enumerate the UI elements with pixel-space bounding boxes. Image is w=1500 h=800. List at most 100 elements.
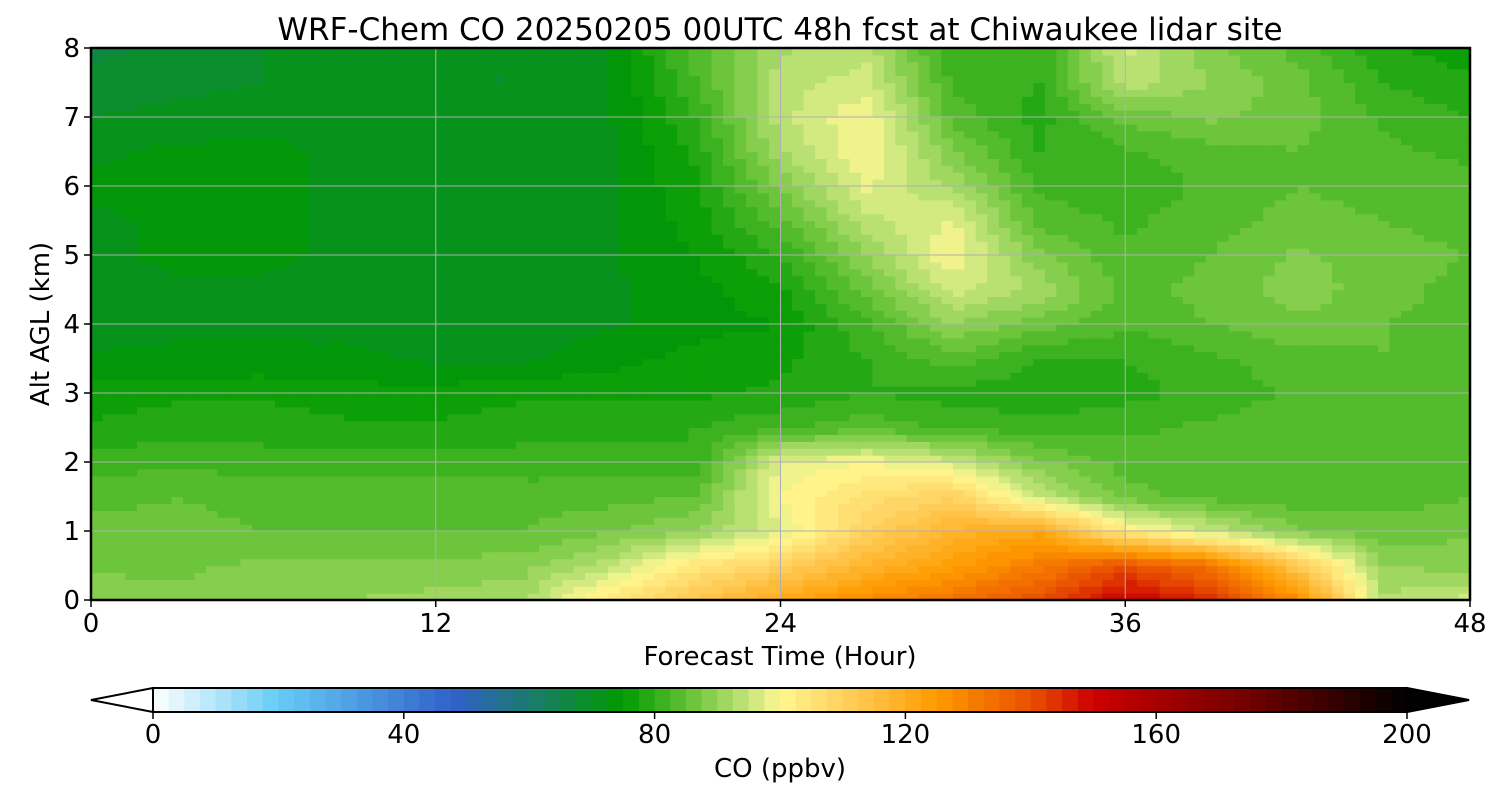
- co-cell: [711, 330, 724, 339]
- co-cell: [654, 537, 667, 546]
- co-cell: [205, 379, 219, 387]
- co-cell: [125, 537, 138, 546]
- co-cell: [125, 393, 138, 401]
- co-cell: [332, 130, 345, 139]
- co-cell: [734, 234, 747, 242]
- co-cell: [343, 82, 356, 90]
- co-cell: [711, 468, 724, 477]
- co-cell: [309, 282, 322, 291]
- co-cell: [297, 296, 310, 304]
- co-cell: [631, 103, 644, 111]
- co-cell: [527, 427, 540, 435]
- co-cell: [665, 420, 678, 429]
- co-cell: [148, 89, 161, 97]
- co-cell: [263, 61, 276, 70]
- co-cell: [447, 137, 460, 146]
- co-cell: [470, 441, 483, 449]
- co-cell: [320, 48, 333, 56]
- co-cell: [171, 468, 184, 477]
- co-cell: [217, 462, 230, 470]
- co-cell: [481, 427, 494, 435]
- co-cell: [435, 296, 448, 304]
- co-cell: [332, 89, 345, 97]
- co-cell: [251, 330, 264, 339]
- co-cell: [389, 434, 402, 442]
- co-cell: [91, 234, 104, 242]
- co-cell: [757, 586, 770, 594]
- co-cell: [136, 427, 150, 435]
- co-cell: [734, 351, 747, 360]
- co-cell: [217, 434, 230, 442]
- co-cell: [240, 537, 253, 546]
- co-cell: [573, 544, 586, 553]
- co-cell: [447, 75, 460, 84]
- co-cell: [573, 158, 586, 166]
- co-cell: [458, 317, 471, 325]
- co-cell: [516, 137, 529, 146]
- co-cell: [389, 482, 402, 491]
- co-cell: [504, 448, 517, 456]
- co-cell: [700, 241, 713, 249]
- co-cell: [332, 482, 345, 491]
- co-cell: [309, 510, 322, 518]
- co-cell: [608, 144, 621, 153]
- co-cell: [631, 462, 644, 470]
- co-cell: [562, 310, 575, 318]
- co-cell: [159, 482, 173, 491]
- co-cell: [746, 544, 759, 553]
- co-cell: [91, 558, 104, 567]
- co-cell: [240, 420, 253, 429]
- co-cell: [171, 165, 184, 173]
- co-cell: [113, 234, 127, 242]
- co-cell: [642, 324, 655, 332]
- co-cell: [401, 537, 414, 546]
- co-cell: [734, 330, 747, 339]
- co-cell: [596, 220, 609, 228]
- co-cell: [539, 489, 552, 498]
- co-cell: [481, 186, 494, 194]
- co-cell: [194, 358, 207, 366]
- co-cell: [527, 172, 540, 180]
- co-cell: [366, 565, 379, 573]
- co-cell: [711, 255, 724, 263]
- co-cell: [309, 427, 322, 435]
- co-cell: [332, 75, 345, 84]
- co-cell: [757, 96, 770, 104]
- co-cell: [757, 399, 770, 408]
- co-cell: [297, 117, 310, 125]
- co-cell: [504, 565, 517, 573]
- co-cell: [746, 192, 759, 201]
- co-cell: [504, 179, 517, 187]
- co-cell: [642, 130, 655, 139]
- co-cell: [769, 324, 782, 332]
- co-cell: [182, 179, 196, 187]
- co-cell: [136, 103, 150, 111]
- co-cell: [355, 110, 368, 118]
- co-cell: [389, 489, 402, 498]
- co-cell: [159, 220, 173, 228]
- co-cell: [562, 406, 575, 415]
- co-cell: [780, 317, 793, 325]
- co-cell: [608, 89, 621, 97]
- co-cell: [401, 351, 414, 360]
- co-cell: [332, 510, 345, 518]
- co-cell: [320, 234, 333, 242]
- co-cell: [217, 303, 230, 311]
- co-cell: [182, 462, 196, 470]
- co-cell: [251, 179, 264, 187]
- co-cell: [251, 531, 264, 539]
- co-cell: [424, 89, 437, 97]
- co-cell: [263, 192, 276, 201]
- co-cell: [217, 172, 230, 180]
- co-cell: [320, 558, 333, 567]
- co-cell: [734, 455, 747, 463]
- co-cell: [723, 503, 736, 511]
- co-cell: [608, 551, 621, 560]
- co-cell: [389, 365, 402, 373]
- co-cell: [619, 206, 632, 215]
- co-cell: [631, 110, 644, 118]
- co-cell: [148, 75, 161, 84]
- co-cell: [366, 227, 379, 235]
- co-cell: [194, 537, 207, 546]
- co-cell: [791, 365, 805, 373]
